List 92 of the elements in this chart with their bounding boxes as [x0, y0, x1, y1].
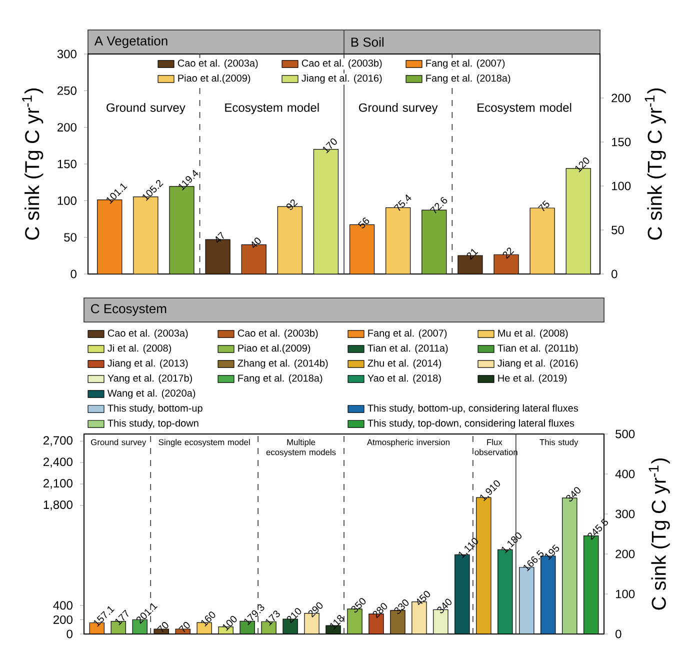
y2-tick-label: 500: [616, 430, 635, 438]
chart-subtitle: B Soil: [351, 37, 384, 47]
y2-tick-label: 200: [612, 94, 631, 102]
annotation: This study: [540, 438, 578, 447]
legend-label: Yao et al. (2018): [368, 374, 441, 384]
data-label: 120: [575, 157, 590, 172]
annotation: Ecosystem model: [478, 102, 572, 114]
annotation: Ground survey: [106, 102, 186, 114]
annotation: Ground survey: [358, 102, 438, 114]
data-label: 350: [351, 598, 366, 612]
data-label: 75: [538, 200, 550, 212]
y2-tick-label: 150: [612, 138, 631, 146]
legend-label: Cao et al. (2003a): [108, 329, 188, 339]
y-axis-title: C sink (Tg C yr$^{-1}$): [22, 88, 44, 240]
legend-label: Jiang et al. (2016): [498, 359, 578, 369]
data-label: 340: [566, 487, 580, 502]
legend-label: Mu et al. (2008): [498, 329, 568, 339]
data-label: 72.6: [430, 197, 448, 214]
legend-label: Cao et al. (2003b): [238, 329, 318, 339]
data-label: 450: [417, 590, 430, 606]
data-label: 173: [266, 610, 280, 626]
legend-label: Zhang et al. (2014b): [238, 359, 328, 369]
chart-title: C Ecosystem: [91, 304, 166, 316]
y2-tick-label: 100: [612, 182, 631, 190]
data-label: 177: [115, 610, 128, 626]
y2-tick-label: 0: [616, 630, 622, 638]
legend-label: Ji et al. (2008): [108, 344, 172, 354]
y-tick-label: 50: [64, 233, 76, 242]
legend-label: Piao et al.(2009): [178, 74, 250, 84]
legend-label: Jiang et al. (2016): [302, 74, 382, 84]
chart-title: A Vegetation: [94, 36, 168, 48]
legend-label: This study, bottom-up: [108, 404, 202, 414]
data-label: 70: [157, 622, 168, 632]
y2-tick-label: 50: [612, 226, 624, 234]
legend-label: Fang et al. (2018a): [426, 74, 510, 84]
data-label: 160: [201, 612, 216, 627]
legend-label: Tian et al. (2011a): [368, 344, 448, 354]
legend-label: Jiang et al. (2013): [108, 359, 188, 369]
data-label: 70: [178, 622, 190, 632]
data-label: 330: [394, 599, 409, 614]
y-tick-label: 0: [70, 270, 76, 278]
y-tick-label: 250: [58, 86, 76, 95]
annotation: Single ecosystem model: [158, 438, 250, 447]
data-label: 47: [216, 232, 224, 243]
data-label: 21: [466, 248, 478, 260]
data-label: 92: [286, 199, 298, 210]
y-tick-label: 2,100: [44, 479, 72, 489]
y-tick-label: 0: [66, 630, 72, 638]
data-label: 118: [330, 615, 344, 630]
legend-label: Cao et al. (2003a): [178, 59, 258, 69]
y-tick-label: 2,400: [44, 458, 72, 468]
legend-label: Cao et al. (2003b): [302, 59, 382, 69]
y-tick-label: 100: [58, 196, 76, 205]
legend-label: Fang et al. (2007): [426, 59, 505, 69]
y2-tick-label: 100: [616, 590, 635, 598]
data-label: 75.4: [394, 194, 412, 211]
y2-tick-label: 0: [612, 270, 618, 278]
y2-tick-label: 200: [616, 550, 635, 558]
legend-label: Piao et al.(2009): [238, 344, 310, 354]
legend-label: Zhu et al. (2014): [368, 359, 442, 369]
y-tick-label: 200: [58, 123, 76, 132]
y2-tick-label: 400: [615, 470, 635, 478]
legend-label: This study, top-down, considering lateral fluxes: [368, 419, 574, 429]
y-tick-label: 1,800: [44, 500, 72, 510]
annotation: Ecosystem model: [225, 102, 319, 114]
data-label: 340: [437, 598, 452, 614]
annotation: Ground survey: [91, 438, 146, 447]
data-label: 195: [545, 544, 560, 560]
y-tick-label: 200: [54, 615, 72, 624]
y-tick-label: 150: [58, 160, 76, 168]
legend-label: Wang et al. (2020a): [107, 389, 196, 399]
legend-label: Fang et al. (2018a): [238, 374, 322, 384]
legend-label: He et al. (2019): [498, 374, 567, 384]
legend-label: Fang et al. (2007): [368, 329, 447, 339]
data-label: 280: [372, 603, 388, 618]
legend-label: Yang et al. (2017b): [108, 374, 192, 384]
data-label: 170: [322, 138, 337, 154]
y-tick-label: 400: [53, 601, 72, 610]
data-label: 100: [222, 616, 237, 631]
data-label: 22: [502, 248, 514, 259]
y2-tick-label: 300: [616, 510, 635, 518]
legend-label: Tian et al. (2011b): [498, 344, 578, 354]
legend-label: This study, top-down: [108, 419, 198, 429]
legend-label: This study, bottom-up, considering lateral fluxes: [368, 404, 578, 414]
y2-axis-title: C sink (Tg C yr$^{-1}$): [644, 88, 666, 240]
annotation: Atmospheric inversion: [366, 438, 450, 447]
data-label: 290: [308, 602, 323, 618]
y-tick-label: 300: [57, 50, 76, 58]
data-label: 210: [286, 608, 302, 624]
annotation: Multiple ecosystem models: [266, 438, 336, 457]
y-tick-label: 2,700: [44, 436, 72, 446]
y2-axis-title: C sink (Tg C yr$^{-1}$): [648, 458, 670, 610]
